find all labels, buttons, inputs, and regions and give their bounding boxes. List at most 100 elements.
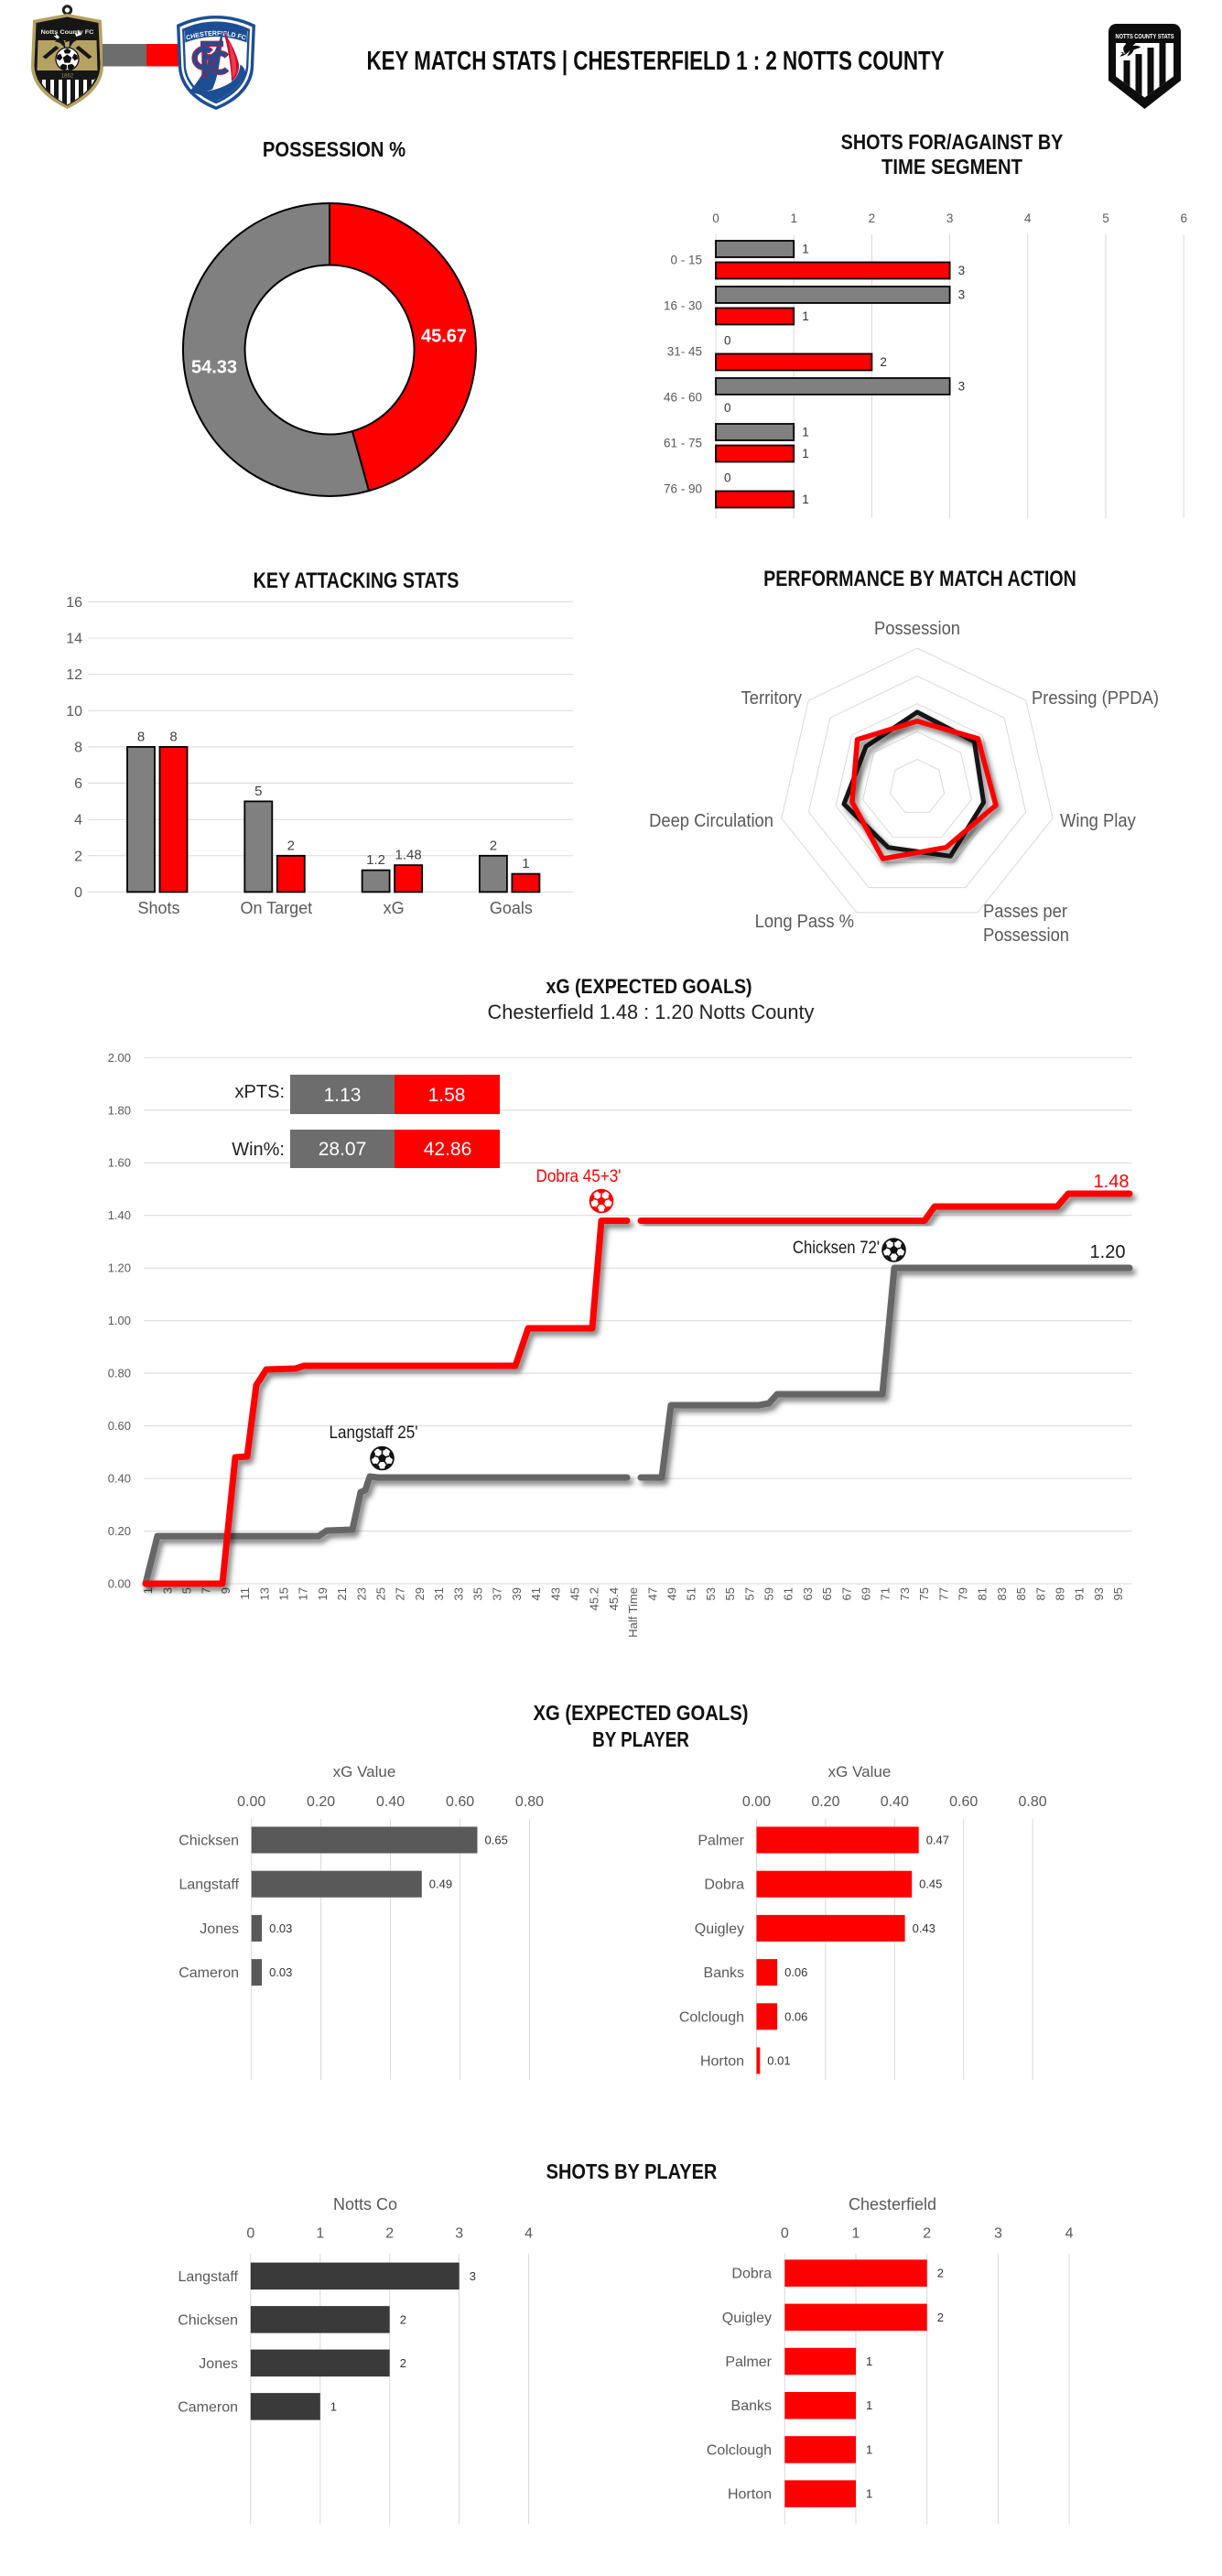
svg-text:xG Value: xG Value — [333, 1763, 396, 1780]
svg-text:2.00: 2.00 — [108, 1051, 131, 1065]
svg-text:1: 1 — [866, 2354, 872, 2368]
svg-text:Banks: Banks — [704, 1965, 744, 1981]
svg-text:Langstaff: Langstaff — [178, 1878, 239, 1893]
svg-text:6: 6 — [74, 776, 82, 792]
svg-text:1.58: 1.58 — [428, 1085, 466, 1106]
svg-text:95: 95 — [1111, 1587, 1125, 1600]
svg-text:0.60: 0.60 — [949, 1794, 978, 1810]
svg-text:0.47: 0.47 — [926, 1834, 949, 1847]
svg-text:47: 47 — [645, 1587, 659, 1600]
svg-text:0.03: 0.03 — [269, 1921, 292, 1935]
svg-text:1: 1 — [866, 2442, 872, 2456]
svg-text:27: 27 — [394, 1587, 407, 1600]
svg-text:Dobra: Dobra — [704, 1878, 744, 1893]
svg-text:Territory: Territory — [741, 688, 803, 709]
svg-text:69: 69 — [860, 1587, 873, 1600]
svg-text:1: 1 — [330, 2399, 337, 2413]
svg-text:14: 14 — [66, 632, 82, 647]
svg-text:0.20: 0.20 — [108, 1524, 131, 1538]
svg-text:Quigley: Quigley — [695, 1921, 744, 1937]
svg-text:1.13: 1.13 — [324, 1085, 362, 1106]
svg-text:2: 2 — [385, 2226, 394, 2242]
svg-text:0.60: 0.60 — [446, 1794, 474, 1810]
svg-text:Chicksen: Chicksen — [178, 2312, 238, 2328]
svg-text:31- 45: 31- 45 — [667, 345, 702, 359]
svg-text:Wing Play: Wing Play — [1060, 811, 1136, 831]
svg-text:10: 10 — [66, 704, 82, 720]
svg-text:1.60: 1.60 — [108, 1156, 131, 1170]
svg-text:Colclough: Colclough — [679, 2009, 744, 2025]
svg-text:0: 0 — [724, 401, 731, 415]
svg-text:4: 4 — [74, 813, 82, 828]
svg-text:Dobra 45+3': Dobra 45+3' — [535, 1166, 621, 1185]
svg-text:55: 55 — [723, 1587, 737, 1600]
svg-text:93: 93 — [1092, 1587, 1106, 1600]
svg-text:1: 1 — [866, 2487, 872, 2501]
svg-text:79: 79 — [957, 1587, 970, 1600]
svg-text:KEY MATCH STATS | CHESTERFIELD: KEY MATCH STATS | CHESTERFIELD 1 : 2 NOT… — [366, 47, 944, 75]
svg-text:49: 49 — [665, 1587, 679, 1600]
svg-text:57: 57 — [742, 1587, 756, 1600]
svg-text:3: 3 — [946, 211, 954, 225]
svg-text:33: 33 — [451, 1587, 465, 1600]
svg-text:xG (EXPECTED GOALS): xG (EXPECTED GOALS) — [546, 976, 752, 998]
svg-text:0.40: 0.40 — [376, 1794, 405, 1810]
svg-text:xPTS:: xPTS: — [235, 1082, 285, 1102]
svg-text:83: 83 — [995, 1587, 1009, 1600]
svg-text:0.06: 0.06 — [784, 1965, 807, 1979]
svg-text:0.06: 0.06 — [784, 2009, 807, 2023]
svg-text:Possession: Possession — [874, 619, 960, 639]
svg-text:Possession: Possession — [983, 925, 1069, 946]
svg-text:0.20: 0.20 — [307, 1794, 335, 1810]
svg-text:1: 1 — [866, 2398, 872, 2412]
svg-text:2: 2 — [869, 211, 876, 225]
svg-text:31: 31 — [432, 1587, 446, 1600]
svg-text:0.20: 0.20 — [811, 1794, 839, 1810]
svg-text:76 - 90: 76 - 90 — [664, 482, 702, 496]
svg-text:Passes per: Passes per — [983, 902, 1068, 922]
svg-text:Goals: Goals — [490, 899, 533, 917]
svg-text:15: 15 — [277, 1587, 291, 1600]
svg-text:65: 65 — [820, 1587, 834, 1600]
svg-text:3: 3 — [994, 2226, 1002, 2242]
svg-text:87: 87 — [1033, 1587, 1047, 1600]
svg-text:Deep Circulation: Deep Circulation — [649, 811, 773, 831]
svg-text:1: 1 — [852, 2226, 860, 2242]
svg-text:1.00: 1.00 — [108, 1314, 131, 1327]
svg-text:0.03: 0.03 — [269, 1965, 292, 1979]
svg-text:xG: xG — [384, 899, 405, 917]
svg-text:0: 0 — [724, 471, 731, 485]
svg-text:77: 77 — [936, 1587, 950, 1600]
svg-text:Cameron: Cameron — [178, 2399, 238, 2415]
svg-text:0.01: 0.01 — [767, 2054, 790, 2068]
svg-text:Chicksen 72': Chicksen 72' — [793, 1238, 880, 1257]
svg-text:43: 43 — [548, 1587, 562, 1600]
svg-text:1862: 1862 — [61, 74, 74, 80]
svg-text:Palmer: Palmer — [698, 1834, 744, 1849]
svg-text:5: 5 — [180, 1587, 194, 1594]
svg-text:Colclough: Colclough — [707, 2442, 772, 2458]
svg-text:41: 41 — [529, 1587, 543, 1600]
svg-text:25: 25 — [374, 1587, 388, 1600]
svg-text:1: 1 — [802, 309, 809, 323]
svg-text:0.00: 0.00 — [742, 1794, 771, 1810]
svg-text:1: 1 — [790, 211, 797, 225]
svg-text:89: 89 — [1054, 1587, 1067, 1600]
svg-text:Notts County FC: Notts County FC — [41, 29, 94, 36]
svg-text:Horton: Horton — [700, 2054, 744, 2070]
svg-text:Jones: Jones — [199, 2356, 238, 2372]
svg-text:On Target: On Target — [240, 899, 312, 917]
svg-text:KEY ATTACKING STATS: KEY ATTACKING STATS — [254, 568, 460, 592]
svg-text:1: 1 — [802, 492, 809, 506]
svg-text:75: 75 — [917, 1587, 931, 1600]
svg-text:0.00: 0.00 — [237, 1794, 265, 1810]
svg-text:45.4: 45.4 — [607, 1587, 621, 1610]
svg-text:0: 0 — [781, 2226, 789, 2242]
svg-text:5: 5 — [254, 784, 262, 799]
svg-text:Notts Co: Notts Co — [333, 2195, 397, 2213]
svg-text:Pressing (PPDA): Pressing (PPDA) — [1032, 688, 1159, 709]
svg-text:9: 9 — [219, 1587, 233, 1594]
svg-text:0.65: 0.65 — [485, 1834, 508, 1847]
svg-text:1: 1 — [522, 856, 529, 871]
svg-text:2: 2 — [287, 838, 295, 853]
